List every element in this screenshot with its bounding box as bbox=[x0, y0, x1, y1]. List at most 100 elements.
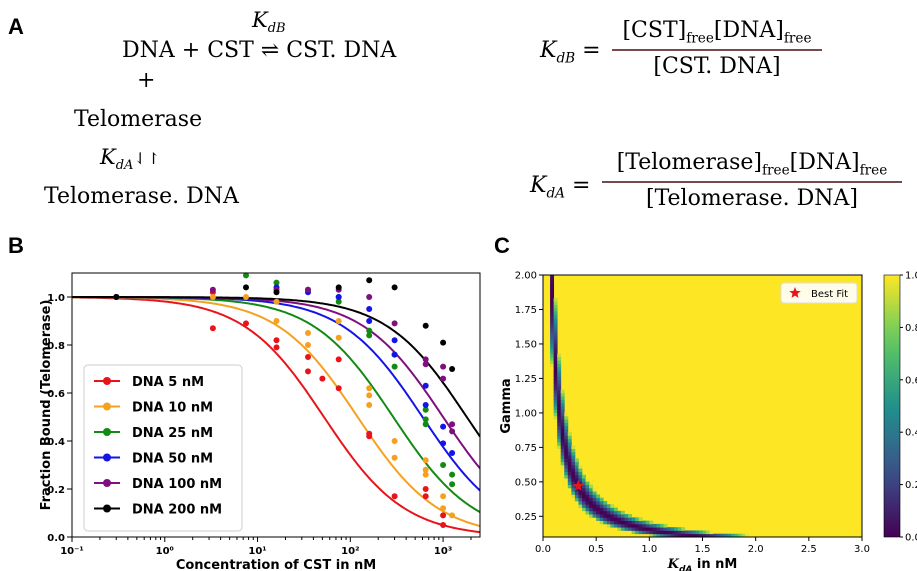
data-point bbox=[422, 486, 429, 492]
heatmap-cell bbox=[684, 530, 689, 535]
data-point bbox=[440, 462, 447, 468]
data-point bbox=[243, 320, 249, 327]
heatmap-cell bbox=[659, 523, 664, 528]
heatmap-cell bbox=[581, 491, 586, 495]
panel-letter-c: C bbox=[494, 233, 510, 258]
heatmap-cell bbox=[578, 468, 583, 472]
data-point bbox=[366, 306, 373, 312]
heatmap-cell bbox=[631, 520, 636, 525]
heatmap-cell bbox=[557, 383, 562, 387]
heatmap-cell bbox=[571, 478, 576, 482]
heatmap-cell bbox=[550, 330, 555, 335]
data-point bbox=[391, 438, 398, 444]
heatmap-cell bbox=[574, 494, 579, 499]
heatmap-cell bbox=[613, 510, 618, 515]
data-point bbox=[366, 294, 373, 300]
heatmap-cell bbox=[635, 523, 640, 528]
heatmap-cell bbox=[560, 442, 565, 446]
heatmap-cell bbox=[592, 491, 597, 495]
legend-label: DNA 10 nM bbox=[132, 401, 213, 416]
heatmap-cell bbox=[553, 301, 558, 305]
heatmap-cell bbox=[635, 530, 640, 535]
data-point bbox=[335, 298, 342, 305]
heatmap-cell bbox=[553, 343, 558, 348]
heatmap-cell bbox=[667, 530, 671, 535]
heatmap-cell bbox=[557, 435, 562, 440]
heatmap-cell bbox=[713, 533, 718, 538]
heatmap-cell bbox=[553, 383, 558, 387]
heatmap-cell bbox=[617, 517, 622, 522]
heatmap-cell bbox=[599, 517, 604, 522]
heatmap-cell bbox=[613, 517, 618, 522]
heatmap-cell bbox=[557, 366, 562, 371]
legend-marker bbox=[103, 377, 111, 385]
heatmap-cell bbox=[606, 504, 611, 508]
data-point bbox=[440, 375, 447, 382]
heatmap-cell bbox=[557, 363, 562, 368]
heatmap-cell bbox=[567, 478, 572, 482]
heatmap-cell bbox=[553, 399, 558, 404]
heatmap-cell bbox=[578, 491, 583, 495]
heatmap-cell bbox=[553, 369, 558, 374]
heatmap-cell bbox=[550, 324, 555, 328]
data-point bbox=[391, 337, 398, 344]
heatmap-cell bbox=[592, 514, 597, 518]
heatmap-cell bbox=[727, 533, 732, 538]
legend-marker bbox=[103, 504, 111, 513]
heatmap-cell bbox=[628, 523, 633, 528]
eq2-numerator: [Telomerase]free[DNA]free bbox=[616, 150, 888, 179]
data-point bbox=[366, 430, 373, 437]
x-axis-label: Concentration of CST in nM bbox=[176, 558, 376, 571]
legend-box bbox=[780, 282, 858, 304]
heatmap-cell bbox=[581, 484, 586, 489]
heatmap-cell bbox=[585, 504, 590, 508]
heatmap-cell bbox=[585, 481, 590, 485]
data-point bbox=[273, 289, 280, 296]
heatmap-cell bbox=[581, 494, 586, 499]
heatmap-cell bbox=[564, 432, 569, 436]
heatmap-cell bbox=[581, 487, 586, 492]
eq1-denominator: [CST. DNA] bbox=[653, 54, 781, 80]
heatmap-cell bbox=[581, 481, 586, 485]
heatmap-cell bbox=[631, 527, 636, 531]
heatmap-cell bbox=[638, 523, 643, 528]
eq2-fraction: [Telomerase]free[DNA]free [Telomerase. D… bbox=[602, 150, 902, 211]
heatmap-cell bbox=[603, 514, 608, 518]
heatmap-cell bbox=[574, 458, 579, 463]
heatmap-cell bbox=[560, 435, 565, 440]
data-point bbox=[391, 351, 398, 358]
heatmap-cell bbox=[667, 527, 671, 531]
heatmap-cell bbox=[617, 520, 622, 525]
heatmap-cell bbox=[624, 514, 629, 518]
heatmap-cell bbox=[606, 517, 611, 522]
heatmap-cell bbox=[571, 494, 576, 499]
heatmap-cell bbox=[553, 415, 558, 420]
heatmap-cell bbox=[550, 297, 555, 302]
heatmap-cell bbox=[659, 527, 664, 531]
heatmap-cell bbox=[617, 527, 622, 531]
heatmap-cell bbox=[603, 520, 608, 525]
heatmap-cell bbox=[553, 373, 558, 377]
heatmap-cell bbox=[567, 471, 572, 476]
heatmap-cell bbox=[645, 523, 650, 528]
heatmap-cell bbox=[553, 353, 558, 358]
x-tick-label: 0.0 bbox=[535, 544, 551, 555]
heatmap-cell bbox=[581, 478, 586, 482]
heatmap-cell bbox=[557, 438, 562, 443]
heatmap-cell bbox=[645, 527, 650, 531]
heatmap-cell bbox=[550, 337, 555, 341]
heatmap-cell bbox=[695, 530, 700, 535]
heatmap-cell bbox=[613, 520, 618, 525]
heatmap-cell bbox=[550, 301, 555, 305]
heatmap-cell bbox=[613, 514, 618, 518]
data-point bbox=[422, 361, 429, 368]
y-tick-label: 0.50 bbox=[515, 477, 537, 488]
heatmap-cell bbox=[688, 533, 693, 538]
heatmap-cell bbox=[720, 533, 725, 538]
x-tick-label: 3.0 bbox=[854, 544, 870, 555]
heatmap-cell bbox=[553, 379, 558, 384]
heatmap-cell bbox=[649, 520, 654, 525]
heatmap-cell bbox=[560, 409, 565, 413]
heatmap-cell bbox=[550, 284, 555, 289]
y-tick-label: 0.2 bbox=[47, 485, 65, 496]
